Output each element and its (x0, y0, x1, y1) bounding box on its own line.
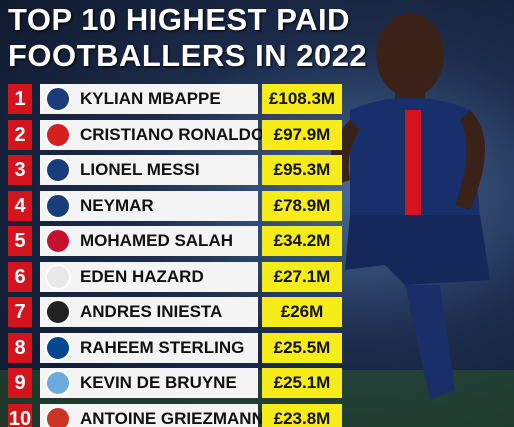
club-badge (45, 263, 71, 290)
rank: 9 (8, 368, 32, 398)
salary: £97.9M (262, 119, 342, 150)
player-name: MOHAMED SALAH (80, 231, 233, 250)
salary: £34.2M (262, 226, 342, 256)
club-badge (45, 86, 71, 112)
name-cell: ANDRES INIESTA (40, 297, 258, 327)
club-badge (45, 299, 71, 325)
salary: £23.8M (262, 403, 342, 427)
player-name: EDEN HAZARD (80, 266, 204, 286)
club-badge (45, 121, 71, 148)
name-cell: KEVIN DE BRUYNE (40, 368, 258, 398)
name-cell: MOHAMED SALAH (40, 226, 258, 256)
player-head (376, 13, 444, 97)
rank: 7 (8, 297, 32, 327)
player-name: KYLIAN MBAPPE (80, 89, 221, 108)
player-name: ANTOINE GRIEZMANN (80, 408, 264, 427)
shirt-stripe (405, 110, 421, 215)
club-badge (45, 192, 71, 219)
title: FOOTBALLERS IN 2022 (8, 38, 368, 73)
club-badge (45, 370, 71, 396)
club-badge (45, 228, 71, 254)
rank: 6 (8, 261, 32, 292)
name-cell: RAHEEM STERLING (40, 332, 258, 363)
player-name: NEYMAR (80, 195, 154, 215)
player-arm (455, 110, 485, 210)
player-name: RAHEEM STERLING (80, 337, 245, 357)
salary: £108.3M (262, 84, 342, 114)
rank: 2 (8, 119, 32, 150)
salary: £25.1M (262, 368, 342, 398)
player-name: ANDRES INIESTA (80, 302, 223, 321)
title: TOP 10 HIGHEST PAID (8, 2, 350, 37)
rank: 5 (8, 226, 32, 256)
name-cell: KYLIAN MBAPPE (40, 84, 258, 114)
name-cell: LIONEL MESSI (40, 155, 258, 185)
club-badge (45, 157, 71, 183)
salary: £95.3M (262, 155, 342, 185)
name-cell: EDEN HAZARD (40, 261, 258, 292)
rank: 3 (8, 155, 32, 185)
salary: £25.5M (262, 332, 342, 363)
club-badge (45, 334, 71, 361)
rank: 8 (8, 332, 32, 363)
club-badge (45, 405, 71, 427)
salary: £26M (262, 297, 342, 327)
rank: 4 (8, 190, 32, 221)
salary: £27.1M (262, 261, 342, 292)
name-cell: NEYMAR (40, 190, 258, 221)
player-name: LIONEL MESSI (80, 160, 200, 179)
name-cell: ANTOINE GRIEZMANN (40, 403, 264, 427)
rank: 1 (8, 84, 32, 114)
salary: £78.9M (262, 190, 342, 221)
player-name: CRISTIANO RONALDO (80, 124, 265, 144)
player-leg (405, 285, 455, 400)
player-shorts (345, 215, 490, 285)
rank: 10 (8, 403, 32, 427)
name-cell: CRISTIANO RONALDO (40, 119, 264, 150)
player-name: KEVIN DE BRUYNE (80, 373, 237, 392)
